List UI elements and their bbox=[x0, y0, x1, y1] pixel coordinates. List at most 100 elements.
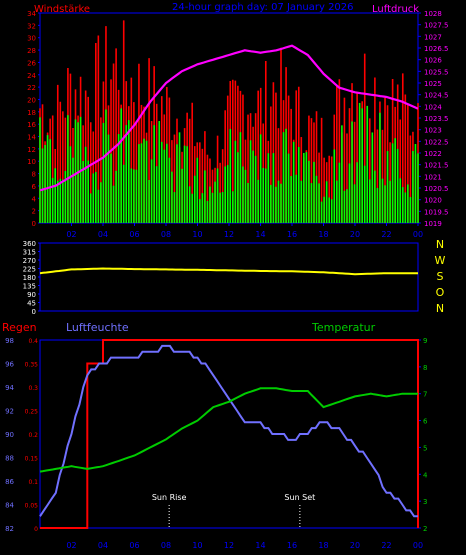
temperature-tick-label: 3 bbox=[423, 498, 427, 506]
pressure-tick-label: 1026 bbox=[424, 57, 442, 65]
pressure-tick-label: 1019 bbox=[424, 220, 442, 228]
temperature-tick-label: 8 bbox=[423, 364, 427, 372]
x-tick-label: 14 bbox=[255, 230, 265, 239]
temperature-tick-label: 5 bbox=[423, 444, 427, 452]
regen-tick-label: 0.15 bbox=[25, 456, 39, 463]
regen-tick-label: 0.05 bbox=[25, 503, 39, 510]
humidity-tick-label: 82 bbox=[5, 525, 14, 533]
x-tick-label: 04 bbox=[98, 230, 108, 239]
wind-tick-label: 28 bbox=[27, 47, 36, 55]
wind-pressure-marks: 024681012141618202224262830323410191019.… bbox=[27, 10, 448, 239]
pressure-tick-label: 1025 bbox=[424, 80, 442, 88]
wind-tick-label: 24 bbox=[27, 72, 36, 80]
x-tick-label: 00 bbox=[413, 230, 423, 239]
climate-marks: 00.050.10.150.20.250.30.350.482848688909… bbox=[5, 337, 428, 550]
temperature-tick-label: 4 bbox=[423, 471, 428, 479]
direction-tick-label: 0 bbox=[32, 308, 36, 316]
pressure-tick-label: 1019.5 bbox=[424, 208, 449, 216]
x-tick-label: 10 bbox=[192, 541, 202, 550]
x-tick-label: 04 bbox=[98, 541, 108, 550]
pressure-tick-label: 1021.5 bbox=[424, 162, 449, 170]
wind-tick-label: 30 bbox=[27, 35, 36, 43]
regen-tick-label: 0.4 bbox=[28, 338, 38, 345]
humidity-tick-label: 90 bbox=[5, 431, 14, 439]
temperature-tick-label: 2 bbox=[423, 525, 427, 533]
wind-tick-label: 18 bbox=[27, 109, 36, 117]
pressure-tick-label: 1020 bbox=[424, 197, 442, 205]
regen-line bbox=[40, 339, 419, 529]
x-tick-label: 08 bbox=[161, 230, 171, 239]
wind-tick-label: 14 bbox=[27, 134, 36, 142]
x-tick-label: 06 bbox=[129, 230, 139, 239]
direction-tick-label: 45 bbox=[27, 300, 36, 308]
temperature-tick-label: 6 bbox=[423, 418, 428, 426]
climate-plot-area bbox=[39, 339, 419, 529]
wind-tick-label: 10 bbox=[27, 158, 36, 166]
regen-tick-label: 0.25 bbox=[25, 409, 39, 416]
pressure-tick-label: 1027.5 bbox=[424, 22, 449, 30]
wind-tick-label: 12 bbox=[27, 146, 36, 154]
sun-annotation: Sun Rise bbox=[152, 493, 187, 502]
chart-title: 24-hour graph day: 07 January 2026 bbox=[172, 2, 354, 13]
pressure-tick-label: 1022.5 bbox=[424, 138, 449, 146]
direction-plot-area bbox=[39, 242, 419, 312]
regen-axis-title: Regen bbox=[2, 321, 37, 334]
x-tick-label: 06 bbox=[129, 541, 139, 550]
x-tick-label: 02 bbox=[66, 230, 76, 239]
pressure-tick-label: 1028 bbox=[424, 10, 442, 18]
wind-plot-area bbox=[39, 12, 419, 224]
x-tick-label: 14 bbox=[255, 541, 265, 550]
direction-tick-label: 180 bbox=[23, 274, 36, 282]
wind-tick-label: 4 bbox=[32, 195, 37, 203]
x-tick-label: 16 bbox=[287, 230, 297, 239]
compass-label: W bbox=[435, 254, 446, 267]
direction-tick-label: 360 bbox=[23, 240, 36, 248]
wind-tick-label: 8 bbox=[32, 171, 36, 179]
regen-tick-label: 0.2 bbox=[28, 432, 38, 439]
pressure-tick-label: 1027 bbox=[424, 33, 442, 41]
humidity-tick-label: 94 bbox=[5, 384, 14, 392]
direction-tick-label: 90 bbox=[27, 291, 36, 299]
pressure-line bbox=[39, 44, 419, 192]
compass-label: N bbox=[436, 238, 444, 251]
temperature-line bbox=[39, 387, 418, 473]
regen-tick-label: 0.35 bbox=[25, 362, 39, 369]
pressure-axis-title: Luftdruck bbox=[372, 4, 419, 15]
humidity-line bbox=[39, 344, 418, 518]
pressure-tick-label: 1023.5 bbox=[424, 115, 449, 123]
humidity-tick-label: 86 bbox=[5, 478, 14, 486]
pressure-tick-label: 1021 bbox=[424, 173, 442, 181]
x-tick-label: 00 bbox=[413, 541, 423, 550]
x-tick-label: 20 bbox=[350, 230, 360, 239]
regen-tick-label: 0 bbox=[34, 526, 38, 533]
pressure-tick-label: 1025.5 bbox=[424, 68, 449, 76]
pressure-tick-label: 1024.5 bbox=[424, 92, 449, 100]
x-tick-label: 16 bbox=[287, 541, 297, 550]
humidity-tick-label: 98 bbox=[5, 337, 14, 345]
direction-tick-label: 135 bbox=[23, 283, 36, 291]
wind-axis-title: Windstärke bbox=[34, 4, 90, 15]
temperature-axis-title: Temperatur bbox=[311, 321, 376, 334]
humidity-tick-label: 96 bbox=[5, 361, 14, 369]
wind-tick-label: 22 bbox=[27, 84, 36, 92]
humidity-tick-label: 88 bbox=[5, 455, 14, 463]
regen-tick-label: 0.3 bbox=[28, 385, 38, 392]
direction-line bbox=[39, 267, 418, 276]
humidity-tick-label: 84 bbox=[5, 502, 14, 510]
compass-label: N bbox=[436, 302, 444, 315]
pressure-tick-label: 1022 bbox=[424, 150, 442, 158]
x-tick-label: 02 bbox=[66, 541, 76, 550]
temperature-tick-label: 9 bbox=[423, 337, 427, 345]
wind-tick-label: 34 bbox=[27, 10, 36, 18]
x-tick-label: 10 bbox=[192, 230, 202, 239]
wind-tick-label: 20 bbox=[27, 96, 36, 104]
humidity-tick-label: 92 bbox=[5, 408, 14, 416]
x-tick-label: 22 bbox=[381, 541, 391, 550]
direction-tick-label: 270 bbox=[23, 257, 36, 265]
regen-tick-label: 0.1 bbox=[28, 479, 38, 486]
wind-tick-label: 0 bbox=[32, 220, 36, 228]
wind-tick-label: 6 bbox=[32, 183, 37, 191]
x-tick-label: 22 bbox=[381, 230, 391, 239]
x-tick-label: 18 bbox=[318, 541, 328, 550]
